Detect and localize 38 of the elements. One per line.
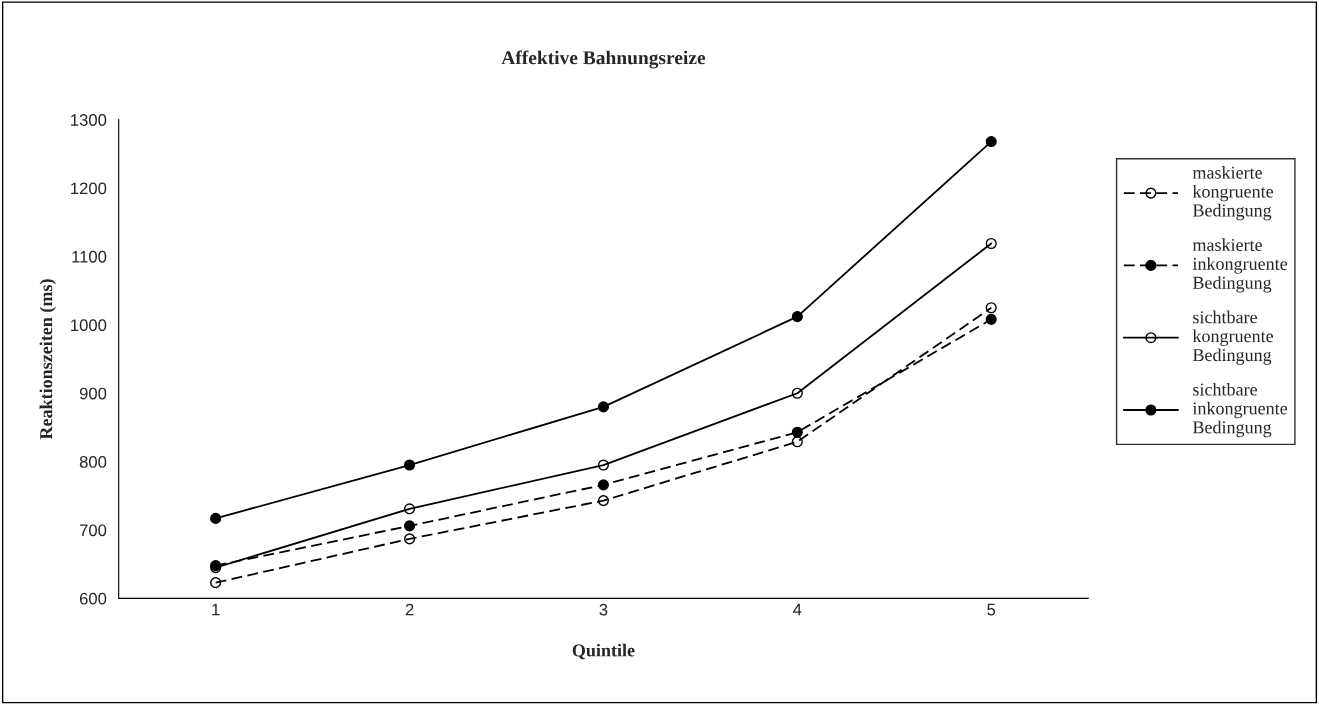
x-tick-label: 3 bbox=[599, 603, 608, 616]
point bbox=[791, 436, 803, 448]
y-tick-label: 700 bbox=[79, 524, 107, 537]
chart-title: Affektive Bahnungsreize bbox=[501, 50, 706, 69]
point bbox=[403, 533, 416, 545]
y-tick-label: 1300 bbox=[71, 114, 107, 126]
legend-label: sichtbare inkongruente Bedingung bbox=[1192, 382, 1288, 438]
x-axis-title: Quintile bbox=[572, 643, 635, 660]
point bbox=[597, 479, 609, 491]
y-tick-label: 600 bbox=[79, 592, 107, 605]
point bbox=[985, 136, 997, 148]
point bbox=[403, 520, 416, 532]
y-tick-label: 1200 bbox=[71, 182, 107, 195]
y-tick-label: 1100 bbox=[72, 250, 107, 263]
point bbox=[791, 311, 803, 323]
point bbox=[985, 302, 997, 314]
point bbox=[597, 401, 609, 413]
x-tick-label: 5 bbox=[987, 603, 996, 616]
point bbox=[985, 237, 997, 250]
point bbox=[985, 313, 997, 325]
x-tick-label: 2 bbox=[405, 603, 414, 616]
y-tick-label: 1000 bbox=[71, 319, 107, 332]
point bbox=[597, 495, 609, 507]
x-tick-label: 4 bbox=[793, 603, 802, 616]
point bbox=[403, 459, 416, 471]
point bbox=[210, 512, 222, 524]
y-tick-label: 800 bbox=[79, 456, 107, 468]
point bbox=[791, 387, 803, 399]
x-tick-label: 1 bbox=[212, 603, 220, 616]
legend-label: sichtbare kongruente Bedingung bbox=[1192, 310, 1274, 365]
legend-label: maskierte kongruente Bedingung bbox=[1192, 166, 1274, 221]
point bbox=[791, 426, 803, 438]
point bbox=[210, 577, 222, 589]
y-tick-label: 900 bbox=[79, 387, 107, 400]
point bbox=[403, 503, 416, 515]
y-axis-title: Reaktionszeiten (ms) bbox=[39, 279, 56, 440]
point bbox=[597, 459, 609, 471]
legend-label: maskierte inkongruente Bedingung bbox=[1192, 238, 1288, 293]
